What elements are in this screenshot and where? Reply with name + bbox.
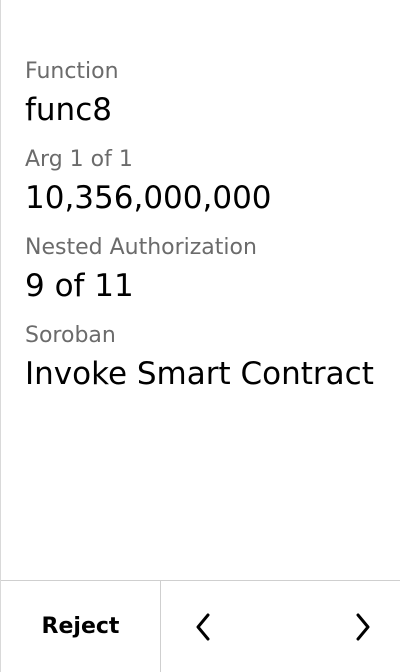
nested-authorization-label: Nested Authorization (25, 235, 257, 260)
reject-button[interactable]: Reject (1, 581, 161, 672)
function-label: Function (25, 59, 119, 84)
chevron-right-icon (356, 613, 370, 640)
field-list: Function func8 Arg 1 of 1 10,356,000,000… (25, 56, 388, 408)
footer-bar: Reject (1, 580, 400, 672)
arg-value: 10,356,000,000 (25, 180, 272, 216)
arg-label: Arg 1 of 1 (25, 147, 133, 172)
soroban-value: Invoke Smart Contract (25, 356, 374, 392)
previous-button[interactable] (191, 611, 215, 643)
navigation-controls (161, 581, 400, 672)
chevron-left-icon (196, 613, 210, 640)
function-value: func8 (25, 92, 112, 128)
next-button[interactable] (351, 611, 375, 643)
soroban-label: Soroban (25, 323, 116, 348)
nested-authorization-value: 9 of 11 (25, 268, 134, 304)
